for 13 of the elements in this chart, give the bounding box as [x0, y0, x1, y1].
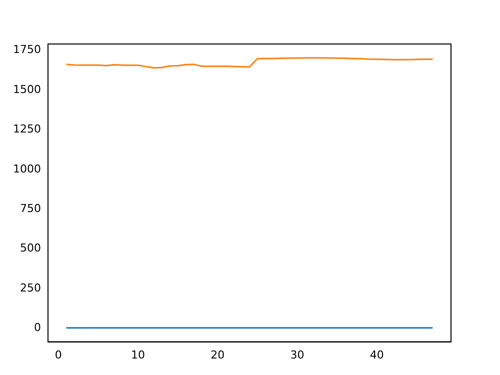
y-tick-label: 750 [20, 202, 41, 216]
y-tick-label: 1250 [12, 122, 41, 136]
y-tick-label: 1750 [12, 43, 41, 56]
y-tick-label: 1000 [12, 162, 41, 176]
y-tick-label: 250 [20, 281, 41, 294]
x-tick-label: 10 [130, 348, 145, 362]
x-tick-label: 20 [210, 348, 225, 362]
y-tick-label: 500 [20, 242, 41, 255]
y-tick-label: 0 [34, 321, 41, 334]
y-tick-label: 1500 [12, 82, 41, 96]
x-tick-label: 0 [54, 348, 62, 362]
x-tick-label: 40 [370, 348, 384, 362]
x-tick-label: 30 [290, 348, 304, 362]
